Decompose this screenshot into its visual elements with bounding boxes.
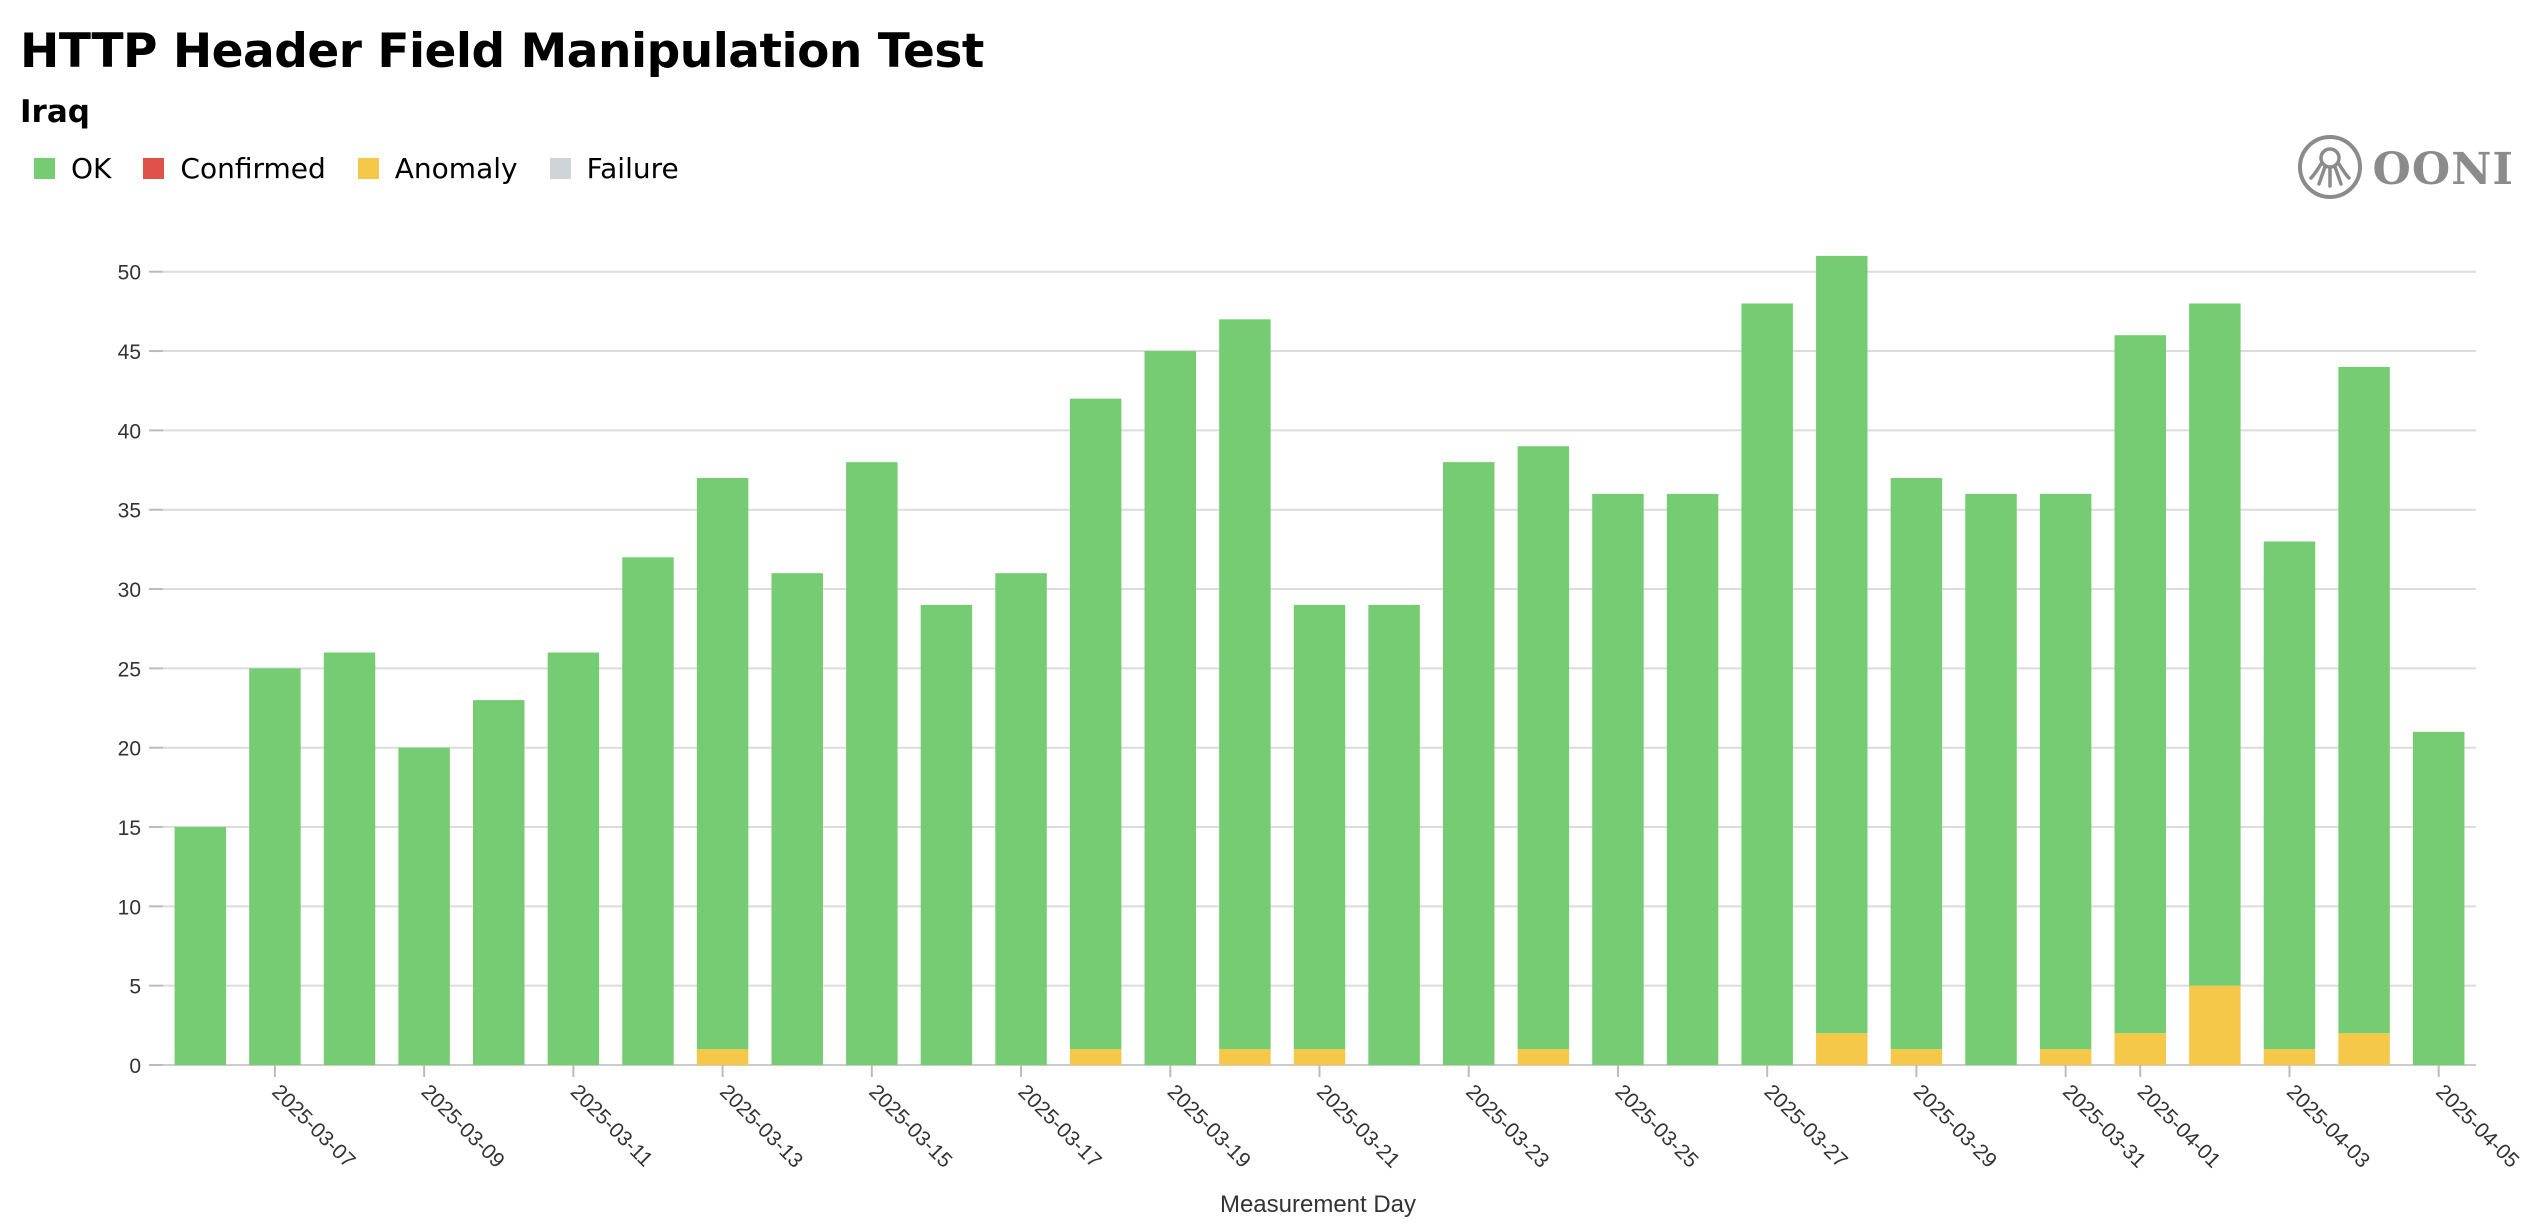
x-axis: 2025-03-07 2025-03-09 2025-03-11 2025-03-13… — [267, 1065, 2523, 1172]
bar-ok-2025-03-24 — [1517, 446, 1570, 1050]
bar-ok-2025-03-14 — [771, 573, 823, 1065]
chart-title: HTTP Header Field Manipulation Test — [20, 24, 984, 79]
legend-item-anomaly[interactable]: Anomaly — [357, 152, 518, 185]
bar-anomaly-2025-04-03 — [2263, 1049, 2316, 1065]
y-tick-label: 5 — [129, 976, 141, 999]
x-tick-label: 2025-04-03 — [2282, 1080, 2374, 1172]
bar-ok-2025-04-04 — [2338, 366, 2390, 1034]
legend-label-confirmed: Confirmed — [180, 152, 326, 185]
bar-ok-2025-03-25 — [1592, 493, 1644, 1065]
bar-ok-2025-03-18 — [1069, 398, 1122, 1050]
legend-swatch-failure — [549, 158, 571, 179]
x-tick-label: 2025-03-15 — [864, 1080, 956, 1172]
legend-swatch-ok — [34, 158, 55, 179]
bar-ok-2025-03-22 — [1368, 604, 1420, 1065]
y-tick-label: 10 — [118, 896, 141, 919]
bars-layer — [174, 255, 2465, 1066]
legend-item-ok[interactable]: OK — [34, 152, 111, 185]
x-tick-label: 2025-03-19 — [1163, 1080, 1255, 1172]
legend-label-anomaly: Anomaly — [394, 152, 518, 185]
bar-ok-2025-03-09 — [398, 747, 450, 1065]
bar-anomaly-2025-04-01 — [2114, 1033, 2166, 1065]
legend-item-failure[interactable]: Failure — [549, 152, 679, 185]
bar-ok-2025-03-10 — [473, 700, 525, 1065]
bar-anomaly-2025-04-04 — [2338, 1033, 2390, 1065]
x-tick-label: 2025-03-17 — [1014, 1080, 1106, 1172]
bar-ok-2025-03-17 — [995, 573, 1047, 1065]
bar-ok-2025-03-23 — [1442, 462, 1495, 1066]
bar-ok-2025-03-31 — [2039, 493, 2092, 1050]
y-tick-label: 25 — [118, 658, 141, 681]
x-tick-label: 2025-03-09 — [417, 1080, 509, 1172]
x-tick-label: 2025-03-13 — [715, 1080, 807, 1172]
bar-ok-2025-03-06 — [174, 827, 227, 1065]
bar-ok-2025-03-07 — [249, 668, 301, 1065]
legend-label-ok: OK — [71, 152, 112, 185]
bar-anomaly-2025-04-02 — [2189, 985, 2241, 1065]
y-tick-label: 40 — [118, 420, 141, 443]
bar-anomaly-2025-03-18 — [1069, 1049, 1122, 1065]
bar-ok-2025-03-27 — [1741, 303, 1793, 1065]
chart-subtitle: Iraq — [20, 94, 90, 130]
x-tick-label: 2025-03-21 — [1312, 1080, 1404, 1172]
y-tick-label: 0 — [129, 1055, 141, 1078]
ooni-octopus-icon — [2297, 134, 2363, 205]
bar-anomaly-2025-03-29 — [1890, 1049, 1943, 1065]
bar-anomaly-2025-03-21 — [1293, 1049, 1346, 1065]
legend: OK Confirmed Anomaly Failure — [34, 152, 711, 185]
bar-ok-2025-03-28 — [1816, 255, 1868, 1034]
bar-ok-2025-04-02 — [2189, 303, 2241, 986]
bar-ok-2025-03-21 — [1293, 604, 1346, 1050]
ooni-logo: OONI — [2297, 134, 2514, 205]
bar-ok-2025-04-03 — [2263, 541, 2316, 1050]
legend-label-failure: Failure — [586, 152, 679, 185]
y-tick-label: 20 — [118, 738, 141, 761]
x-tick-label: 2025-03-25 — [1610, 1080, 1702, 1172]
bar-anomaly-2025-03-28 — [1816, 1033, 1868, 1065]
bar-anomaly-2025-03-24 — [1517, 1049, 1570, 1065]
y-axis: 0 5 10 15 20 25 30 35 40 45 50 — [118, 262, 163, 1078]
legend-swatch-confirmed — [143, 158, 165, 179]
bar-ok-2025-04-05 — [2412, 731, 2465, 1065]
bar-ok-2025-03-26 — [1666, 493, 1719, 1065]
bar-ok-2025-03-08 — [323, 652, 376, 1065]
legend-item-confirmed[interactable]: Confirmed — [143, 152, 326, 185]
ooni-logo-text: OONI — [2372, 144, 2514, 195]
bar-anomaly-2025-03-31 — [2039, 1049, 2092, 1065]
legend-swatch-anomaly — [357, 158, 379, 179]
y-tick-label: 15 — [118, 817, 141, 840]
bar-anomaly-2025-03-13 — [696, 1049, 749, 1065]
bar-anomaly-2025-03-20 — [1219, 1049, 1271, 1065]
x-axis-title: Measurement Day — [1220, 1191, 1416, 1218]
bar-ok-2025-03-16 — [920, 604, 973, 1065]
bar-ok-2025-03-20 — [1219, 319, 1271, 1050]
bar-ok-2025-04-01 — [2114, 335, 2166, 1034]
x-tick-label: 2025-03-27 — [1760, 1080, 1852, 1172]
bar-ok-2025-03-12 — [622, 557, 674, 1065]
bar-ok-2025-03-30 — [1965, 493, 2017, 1065]
x-tick-label: 2025-03-23 — [1461, 1080, 1553, 1172]
bar-ok-2025-03-29 — [1890, 477, 1943, 1050]
x-tick-label: 2025-04-05 — [2431, 1080, 2523, 1172]
x-tick-label: 2025-03-11 — [566, 1080, 657, 1171]
y-tick-label: 45 — [118, 341, 141, 364]
bar-ok-2025-03-15 — [846, 462, 898, 1066]
bar-ok-2025-03-19 — [1144, 351, 1197, 1065]
y-tick-label: 30 — [118, 579, 141, 602]
y-tick-label: 35 — [118, 500, 141, 523]
y-tick-label: 50 — [118, 262, 141, 285]
x-tick-label: 2025-03-29 — [1909, 1080, 2001, 1172]
bar-ok-2025-03-13 — [696, 477, 749, 1050]
x-tick-label: 2025-03-07 — [267, 1080, 359, 1172]
bar-ok-2025-03-11 — [547, 652, 600, 1065]
